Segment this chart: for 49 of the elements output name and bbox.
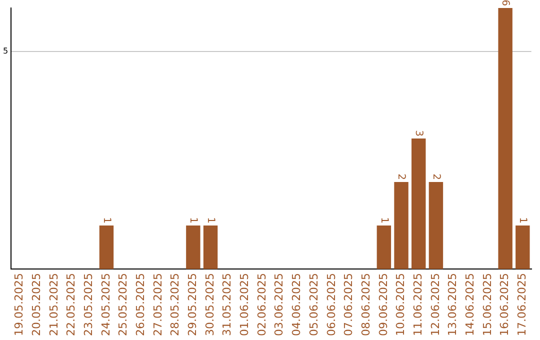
x-tick-label: 17.06.2025	[516, 273, 529, 336]
x-tick-label: 03.06.2025	[272, 273, 286, 336]
bar	[498, 8, 512, 270]
bar	[428, 182, 444, 270]
x-tick-label: 19.05.2025	[12, 273, 26, 336]
x-tick-label: 09.06.2025	[376, 273, 390, 336]
x-tick-label: 24.05.2025	[99, 273, 112, 336]
x-tick-label: 07.06.2025	[342, 273, 356, 336]
bar	[516, 226, 530, 270]
x-tick-label: 30.05.2025	[203, 273, 216, 336]
data-label: 1	[100, 217, 112, 224]
data-label: 1	[517, 217, 528, 224]
data-label: 2	[396, 174, 407, 180]
x-tick-label: 02.06.2025	[255, 273, 268, 336]
x-tick-label: 22.05.2025	[64, 273, 78, 336]
data-label: 3	[413, 130, 424, 137]
x-tick-label: 08.06.2025	[359, 273, 372, 336]
x-tick-label: 26.05.2025	[134, 273, 148, 336]
x-tick-label: 13.06.2025	[446, 273, 460, 336]
y-tick-label: 5	[2, 46, 8, 56]
x-tick-label: 11.06.2025	[411, 273, 424, 336]
bar	[203, 226, 218, 270]
bar	[394, 182, 408, 270]
x-tick-label: 31.05.2025	[220, 273, 234, 336]
data-label: 1	[378, 217, 390, 224]
x-tick-label: 25.05.2025	[116, 273, 130, 336]
x-tick-label: 29.05.2025	[186, 273, 200, 336]
data-label: 1	[204, 217, 216, 224]
x-tick-label: 28.05.2025	[168, 273, 182, 336]
x-tick-label: 14.06.2025	[464, 273, 476, 336]
data-label: 6	[500, 0, 511, 6]
bar	[186, 226, 200, 270]
x-tick-label: 06.06.2025	[324, 273, 338, 336]
data-label: 1	[188, 217, 199, 224]
x-tick-label: 16.06.2025	[498, 273, 512, 336]
x-tick-label: 04.06.2025	[290, 273, 304, 336]
x-tick-label: 15.06.2025	[480, 273, 494, 336]
x-tick-label: 21.05.2025	[47, 273, 60, 336]
x-tick-label: 20.05.2025	[30, 273, 43, 336]
bar	[376, 226, 392, 270]
x-tick-label: 05.06.2025	[307, 273, 320, 336]
x-tick-label: 23.05.2025	[82, 273, 95, 336]
bar	[412, 138, 426, 270]
data-label: 2	[430, 174, 442, 180]
x-tick-label: 01.06.2025	[238, 273, 252, 336]
x-tick-label: 27.05.2025	[151, 273, 164, 336]
x-tick-label: 10.06.2025	[394, 273, 408, 336]
bar	[99, 226, 114, 270]
x-tick-label: 12.06.2025	[428, 273, 442, 336]
